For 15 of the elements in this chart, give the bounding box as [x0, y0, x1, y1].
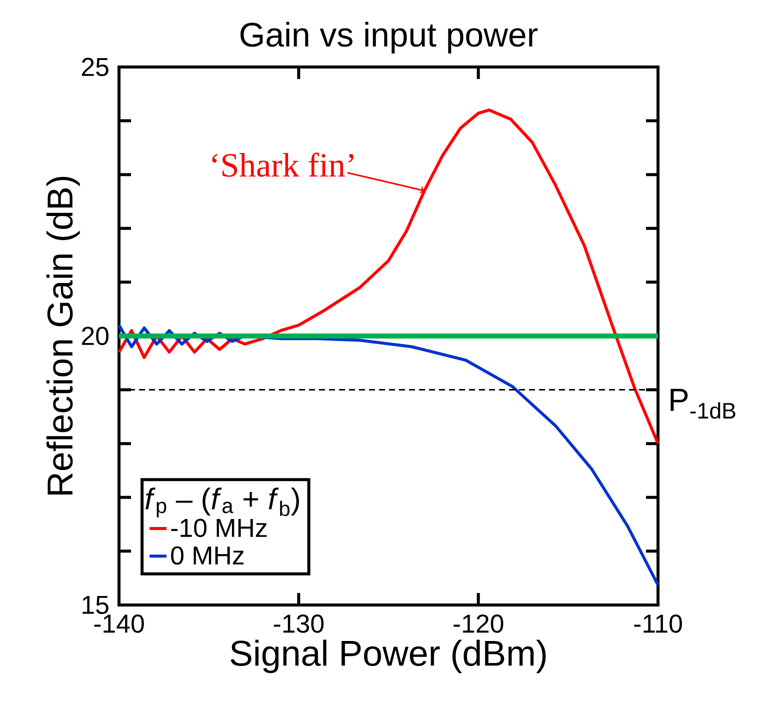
legend-label: 0 MHz — [171, 546, 244, 565]
ref-line-label: P$_{-1dB}$ — [670, 388, 736, 419]
x-tick-label: -140 — [94, 614, 144, 633]
legend-label: -10 MHz — [171, 518, 267, 538]
x-tick-label: -130 — [274, 614, 324, 633]
chart-title: Gain vs input power — [240, 22, 538, 54]
y-tick-label: 15 — [82, 596, 108, 614]
x-axis-title: Signal Power (dBm) — [230, 640, 546, 674]
y-tick-label: 25 — [82, 58, 108, 76]
y-axis-title: Reflection Gain (dB) — [46, 176, 80, 495]
annotation: ‘Shark fin’ — [212, 152, 354, 177]
x-tick-label: -120 — [454, 614, 504, 633]
text: f$_{p}$ – (f$_{a}$ + f$_{b}$) — [146, 488, 299, 518]
x-tick-label: -110 — [634, 614, 682, 633]
y-tick-label: 20 — [82, 326, 108, 346]
